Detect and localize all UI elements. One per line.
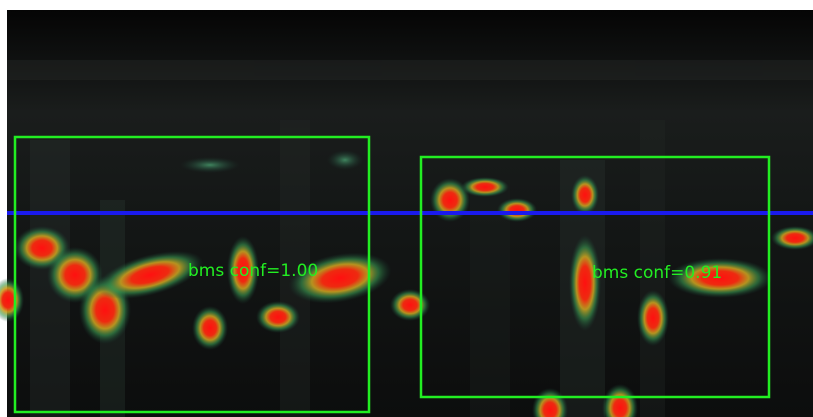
bounding-box	[13, 135, 371, 414]
heatmap-blobs	[0, 150, 813, 417]
detection-label: bms conf=1.00	[188, 261, 318, 281]
detection-label: bms conf=0.91	[592, 263, 722, 283]
bounding-box	[419, 155, 771, 399]
